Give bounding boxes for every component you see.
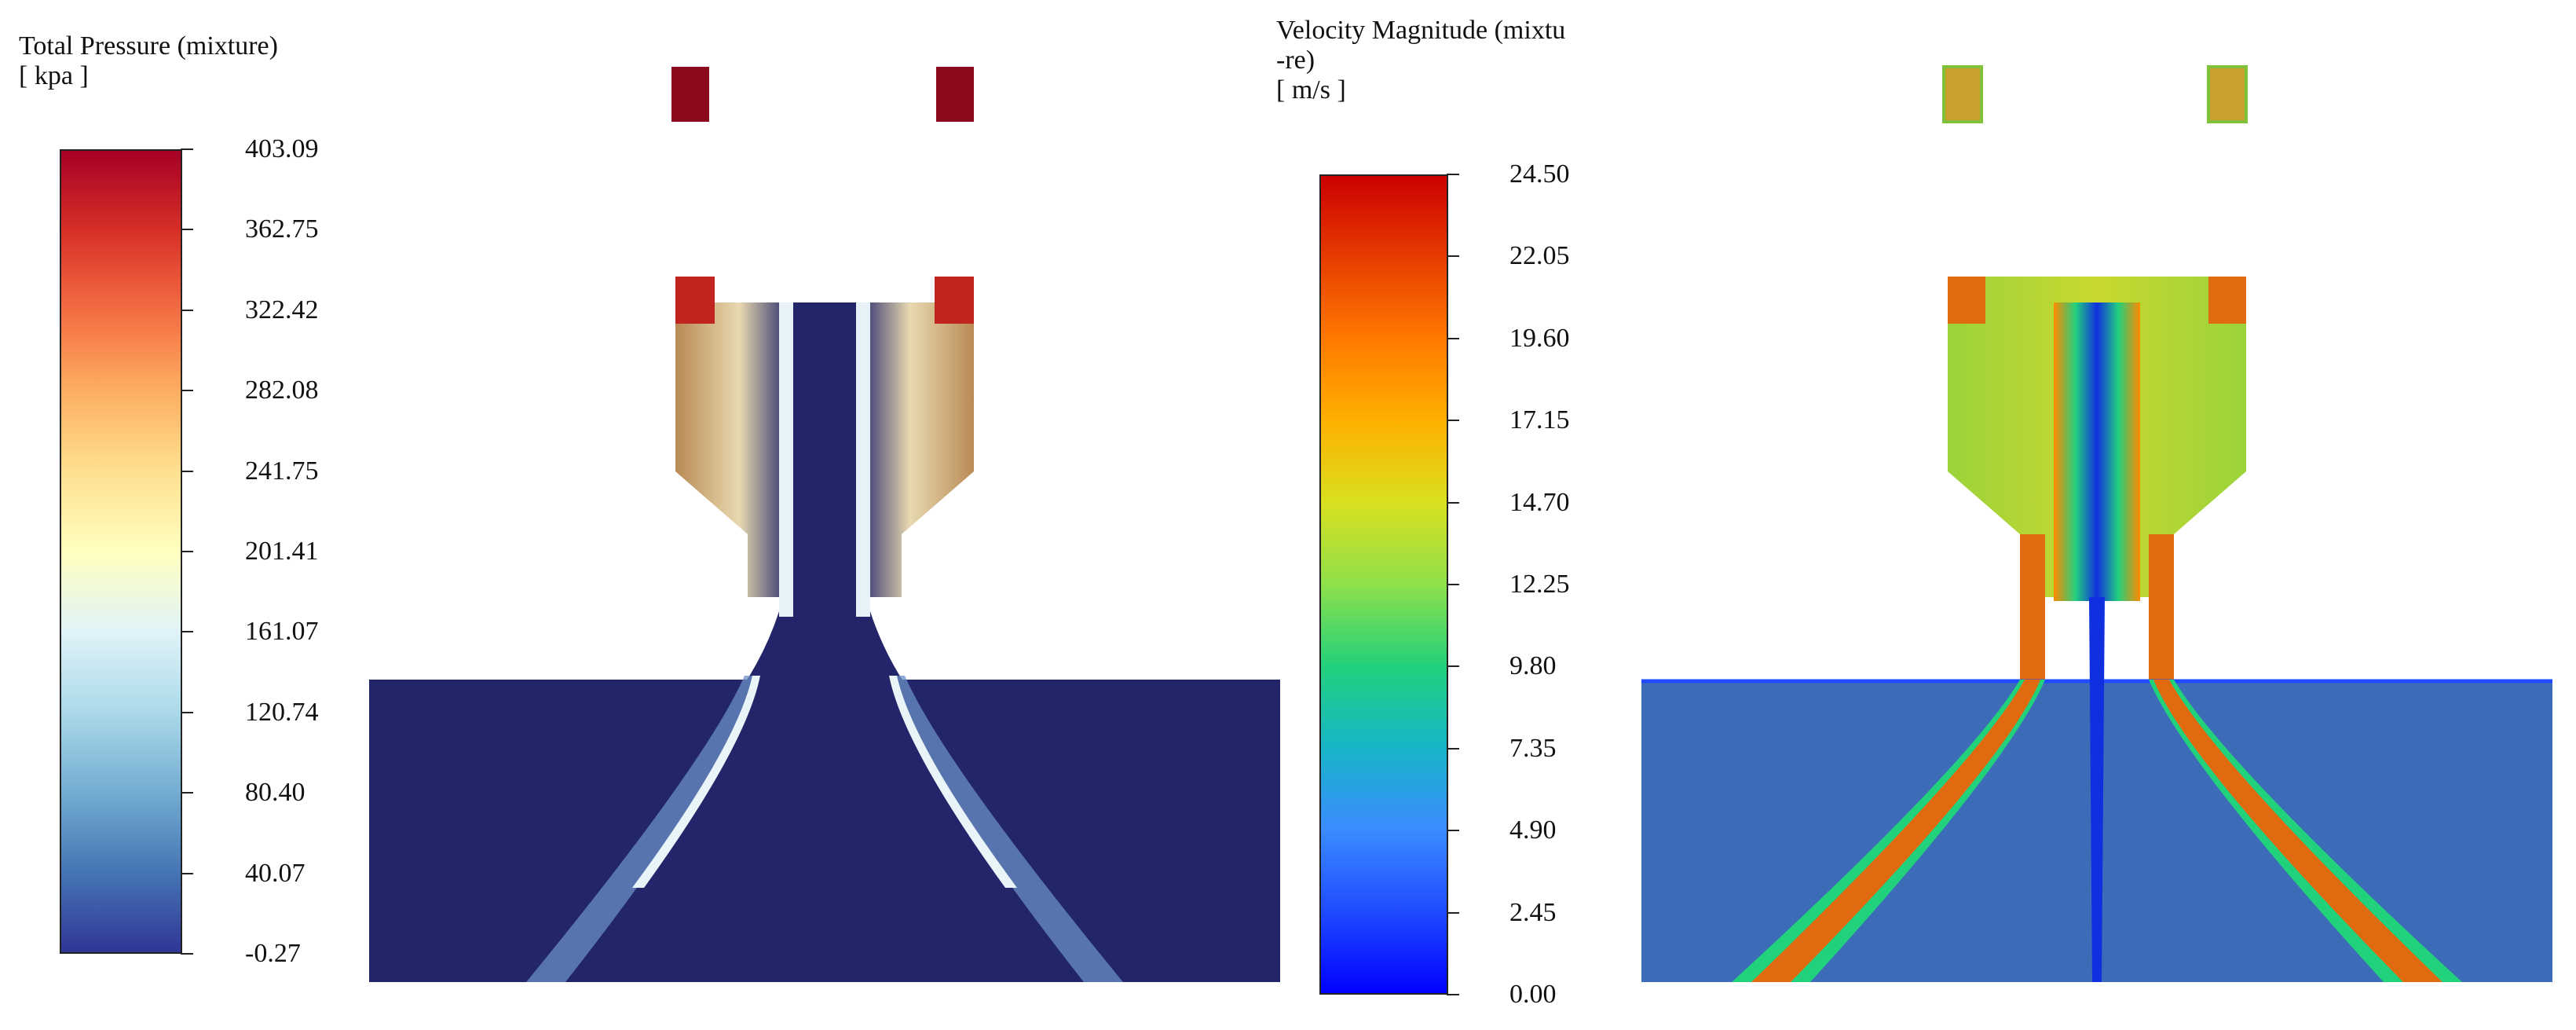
pressure-jet-core-right	[889, 676, 1017, 888]
colorbar-tick	[181, 390, 193, 392]
colorbar-tick	[1447, 911, 1459, 914]
pressure-chamber-left	[675, 277, 792, 597]
colorbar-tick-label: 9.80	[1509, 651, 1557, 681]
colorbar-tick-label: 161.07	[245, 617, 319, 647]
colorbar-tick-label: 282.08	[245, 376, 319, 405]
pressure-lower-domain	[369, 680, 1280, 982]
colorbar-tick-label: 17.15	[1509, 405, 1570, 435]
pressure-corner-hot-right	[935, 277, 974, 324]
colorbar-tick-label: 241.75	[245, 456, 319, 486]
colorbar-tick-label: 4.90	[1509, 816, 1557, 845]
pressure-jet-core-left	[632, 676, 760, 888]
pressure-jet-left	[526, 676, 756, 982]
colorbar-tick-label: 201.41	[245, 537, 319, 566]
velocity-injector-block-left	[1942, 65, 1983, 123]
pressure-chamber-right	[858, 277, 974, 597]
colorbar-tick	[181, 551, 193, 552]
colorbar-tick	[1447, 337, 1459, 339]
velocity-title: Velocity Magnitude (mixtu	[1276, 16, 1566, 45]
colorbar-tick-label: 40.07	[245, 858, 306, 888]
colorbar-tick-label: 14.70	[1509, 487, 1570, 517]
pressure-injector-block-left	[671, 67, 709, 122]
velocity-injector-block-right	[2207, 65, 2248, 123]
colorbar-tick-label: 80.40	[245, 778, 306, 808]
velocity-jet-halo-right	[2149, 680, 2462, 982]
velocity-jet-left	[1751, 680, 2040, 982]
colorbar-tick	[1447, 501, 1459, 504]
colorbar-tick	[181, 148, 193, 150]
velocity-title-cont: -re)	[1276, 46, 1315, 75]
colorbar-tick	[181, 470, 193, 472]
velocity-contour-plot	[1641, 65, 2552, 982]
colorbar-tick-label: 362.75	[245, 214, 319, 244]
velocity-corner-left	[1948, 277, 1985, 324]
colorbar-tick-label: 24.50	[1509, 159, 1570, 189]
colorbar-tick-label: 12.25	[1509, 570, 1570, 599]
colorbar-tick-label: 19.60	[1509, 323, 1570, 353]
pressure-jet-right	[894, 676, 1123, 982]
velocity-panel: Velocity Magnitude (mixtu -re) [ m/s ] 2…	[1272, 0, 2576, 1030]
colorbar-tick	[1447, 584, 1459, 585]
colorbar-tick	[1447, 830, 1459, 832]
pressure-central-core	[715, 302, 935, 723]
velocity-corner-right	[2208, 277, 2246, 324]
colorbar-tick-label: 120.74	[245, 697, 319, 727]
velocity-jet-right	[2153, 680, 2442, 982]
colorbar-tick	[181, 631, 193, 633]
colorbar-tick	[181, 872, 193, 874]
pressure-injector-block-right	[936, 67, 974, 122]
colorbar-tick	[1447, 665, 1459, 668]
pressure-corner-hot-left	[675, 277, 715, 324]
pressure-units: [ kpa ]	[19, 61, 89, 90]
colorbar-tick-label: 0.00	[1509, 980, 1557, 1009]
velocity-units: [ m/s ]	[1276, 75, 1346, 104]
colorbar-tick	[1447, 174, 1459, 175]
velocity-throat-jet-right	[2149, 534, 2174, 684]
pressure-colorbar	[60, 149, 182, 954]
pressure-panel: Total Pressure (mixture) [ kpa ] 403.09 3…	[19, 31, 1280, 982]
velocity-jet-halo-left	[1732, 680, 2045, 982]
colorbar-tick-label: -0.27	[245, 939, 301, 968]
colorbar-tick	[1447, 420, 1459, 422]
velocity-colorbar	[1319, 174, 1448, 995]
pressure-shear-layer-right	[856, 302, 870, 617]
colorbar-tick	[1447, 255, 1459, 258]
colorbar-tick-label: 2.45	[1509, 897, 1557, 927]
colorbar-tick-label: 7.35	[1509, 733, 1557, 763]
pressure-shear-layer-left	[779, 302, 793, 617]
velocity-center-streak	[2089, 597, 2105, 982]
colorbar-tick	[181, 309, 193, 311]
colorbar-tick-label: 22.05	[1509, 241, 1570, 271]
colorbar-tick-label: 322.42	[245, 295, 319, 324]
velocity-throat-jet-left	[2020, 534, 2045, 684]
colorbar-tick	[181, 711, 193, 713]
colorbar-tick	[181, 953, 193, 955]
colorbar-tick	[181, 792, 193, 794]
colorbar-tick	[1447, 747, 1459, 750]
pressure-contour-plot	[369, 67, 1280, 982]
pressure-title: Total Pressure (mixture)	[19, 31, 278, 60]
colorbar-tick	[181, 229, 193, 231]
colorbar-tick-label: 403.09	[245, 134, 319, 163]
velocity-central-core	[2054, 302, 2140, 601]
colorbar-tick	[1447, 994, 1459, 995]
